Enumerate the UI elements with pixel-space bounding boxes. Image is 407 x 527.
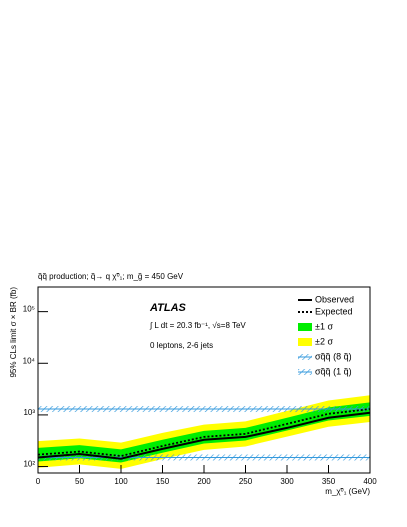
x-tick-label: 50 [75,477,84,486]
x-tick-label: 0 [36,477,41,486]
limit-line [37,411,371,460]
legend-label: ±1 σ [315,321,333,331]
x-axis-label: m_χ̃⁰₁ (GeV) [325,487,370,496]
legend-swatch [298,323,312,331]
chart-title: q̃q̃ production; q̃→ q χ̃⁰₁; m_g̃ = 450 … [38,272,184,281]
y-tick-label: 10⁴ [23,356,36,365]
x-tick-label: 200 [197,477,211,486]
y-axis-label: 95% CLs limit σ × BR (fb) [9,287,18,378]
legend-label: Expected [315,306,353,316]
legend-label: ±2 σ [315,336,333,346]
x-tick-label: 400 [363,477,377,486]
selection-label: 0 leptons, 2-6 jets [150,341,213,350]
limit-line [37,408,371,457]
sigma-band [38,402,370,463]
x-tick-label: 250 [239,477,253,486]
x-tick-label: 150 [156,477,170,486]
legend-swatch [298,338,312,346]
legend-label: σq̃q̃ (8 q̃) [315,351,352,361]
luminosity-label: ∫ L dt = 20.3 fb⁻¹, √s=8 TeV [149,321,246,330]
atlas-label: ATLAS [149,302,187,314]
x-tick-label: 300 [280,477,294,486]
legend-label: σq̃q̃ (1 q̃) [315,366,352,376]
x-tick-label: 100 [114,477,128,486]
y-tick-label: 10² [23,460,35,469]
y-tick-label: 10⁵ [23,305,35,314]
x-tick-label: 350 [322,477,336,486]
y-tick-label: 10³ [23,408,35,417]
legend-label: Observed [315,294,354,304]
